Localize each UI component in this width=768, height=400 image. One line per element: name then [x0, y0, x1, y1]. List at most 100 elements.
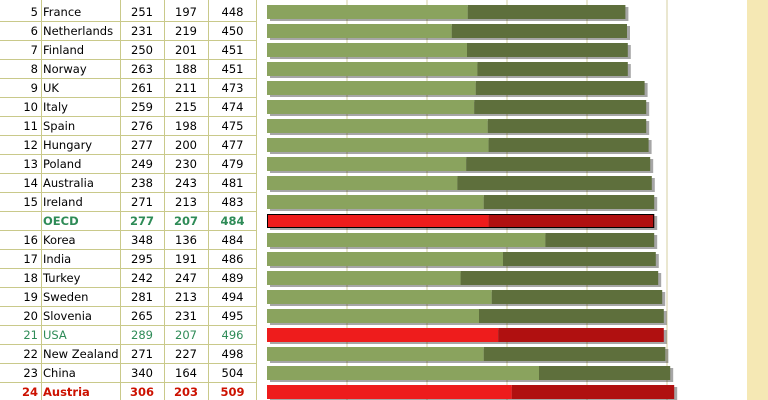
- bar-segment-2: [491, 290, 663, 304]
- value-1-cell: 250: [131, 43, 153, 57]
- bar-segment-2: [488, 138, 649, 152]
- table-row: 5 France 251 197 448: [0, 3, 257, 22]
- country-cell: OECD: [43, 214, 79, 228]
- rank-cell: 23: [23, 366, 38, 380]
- total-cell: 475: [221, 119, 244, 133]
- table-row-divider: [0, 173, 257, 174]
- rank-cell: 7: [30, 43, 38, 57]
- bar-segment-1: [267, 24, 452, 38]
- value-2-cell: 247: [175, 271, 197, 285]
- table-row-divider: [0, 78, 257, 79]
- table-row-divider: [0, 268, 257, 269]
- value-1-cell: 281: [131, 290, 153, 304]
- bar-segment-1: [267, 328, 499, 342]
- value-2-cell: 164: [175, 366, 197, 380]
- total-cell: 486: [221, 252, 244, 266]
- country-cell: USA: [43, 328, 67, 342]
- value-2-cell: 211: [175, 81, 197, 95]
- bar-segment-2: [467, 43, 628, 57]
- table-row-divider: [0, 325, 257, 326]
- rank-cell: 6: [30, 24, 38, 38]
- value-1-cell: 271: [131, 347, 153, 361]
- bar-segment-2: [466, 157, 651, 171]
- table-row: 6 Netherlands 231 219 450: [0, 22, 257, 41]
- value-2-cell: 243: [175, 176, 197, 190]
- value-1-cell: 306: [129, 385, 154, 399]
- table-row-divider: [0, 230, 257, 231]
- value-2-cell: 219: [175, 24, 197, 38]
- bar-segment-2: [488, 214, 655, 228]
- table-row-divider: [0, 21, 257, 22]
- bar-segment-2: [451, 24, 627, 38]
- bar-segment-1: [267, 309, 479, 323]
- total-cell: 504: [221, 366, 244, 380]
- value-1-cell: 238: [131, 176, 153, 190]
- country-cell: New Zealand: [43, 347, 119, 361]
- rank-cell: [0, 212, 38, 231]
- bar-segment-2: [498, 328, 664, 342]
- data-table: 5 France 251 197 448 6 Netherlands 231 219 450 7 Fi…: [0, 0, 257, 400]
- table-row: 21 USA 289 207 496: [0, 326, 257, 345]
- value-2-cell: 203: [173, 385, 198, 399]
- country-cell: Ireland: [43, 195, 83, 209]
- bar-segment-2: [511, 385, 675, 399]
- value-2-cell: 136: [175, 233, 197, 247]
- total-cell: 484: [220, 214, 245, 228]
- table-row: 9 UK 261 211 473: [0, 79, 257, 98]
- bar-segment-1: [267, 62, 478, 76]
- value-1-cell: 276: [131, 119, 153, 133]
- total-cell: 496: [221, 328, 244, 342]
- table-column-divider: [208, 0, 209, 400]
- country-cell: UK: [43, 81, 59, 95]
- bar-segment-1: [267, 43, 467, 57]
- table-row: 13 Poland 249 230 479: [0, 155, 257, 174]
- table-row: 22 New Zealand 271 227 498: [0, 345, 257, 364]
- table-row: 24 Austria 306 203 509: [0, 383, 257, 400]
- country-cell: Finland: [43, 43, 85, 57]
- value-2-cell: 197: [175, 5, 197, 19]
- bar-segment-1: [267, 366, 539, 380]
- value-2-cell: 201: [175, 43, 197, 57]
- bar-segment-2: [479, 309, 664, 323]
- country-cell: Hungary: [43, 138, 93, 152]
- value-2-cell: 198: [175, 119, 197, 133]
- table-row: 7 Finland 250 201 451: [0, 41, 257, 60]
- rank-cell: 10: [23, 100, 38, 114]
- bar-segment-2: [483, 195, 655, 209]
- bar-segment-2: [477, 62, 628, 76]
- value-1-cell: 277: [131, 138, 153, 152]
- rank-cell: 5: [30, 5, 38, 19]
- bar-segment-1: [267, 81, 476, 95]
- total-cell: 498: [221, 347, 244, 361]
- rank-cell: 17: [23, 252, 38, 266]
- bar-segment-1: [267, 157, 467, 171]
- total-cell: 495: [221, 309, 244, 323]
- table-row: 23 China 340 164 504: [0, 364, 257, 383]
- total-cell: 451: [221, 43, 244, 57]
- plot-area: [267, 0, 768, 400]
- value-1-cell: 242: [131, 271, 153, 285]
- rank-cell: 15: [23, 195, 38, 209]
- value-2-cell: 213: [175, 290, 197, 304]
- bar-segment-2: [539, 366, 671, 380]
- total-cell: 489: [221, 271, 244, 285]
- table-row: 15 Ireland 271 213 483: [0, 193, 257, 212]
- table-row: 11 Spain 276 198 475: [0, 117, 257, 136]
- table-row-divider: [0, 154, 257, 155]
- total-cell: 509: [220, 385, 245, 399]
- table-column-divider: [256, 0, 257, 400]
- country-cell: Spain: [43, 119, 76, 133]
- table-row-divider: [0, 192, 257, 193]
- country-cell: Italy: [43, 100, 68, 114]
- rank-cell: 18: [23, 271, 38, 285]
- value-1-cell: 231: [131, 24, 153, 38]
- country-cell: Sweden: [43, 290, 89, 304]
- country-cell: Turkey: [43, 271, 81, 285]
- bar-segment-2: [467, 5, 626, 19]
- value-1-cell: 259: [131, 100, 153, 114]
- table-row: 12 Hungary 277 200 477: [0, 136, 257, 155]
- bar-segment-2: [545, 233, 655, 247]
- total-cell: 477: [221, 138, 244, 152]
- bar-segment-1: [267, 290, 492, 304]
